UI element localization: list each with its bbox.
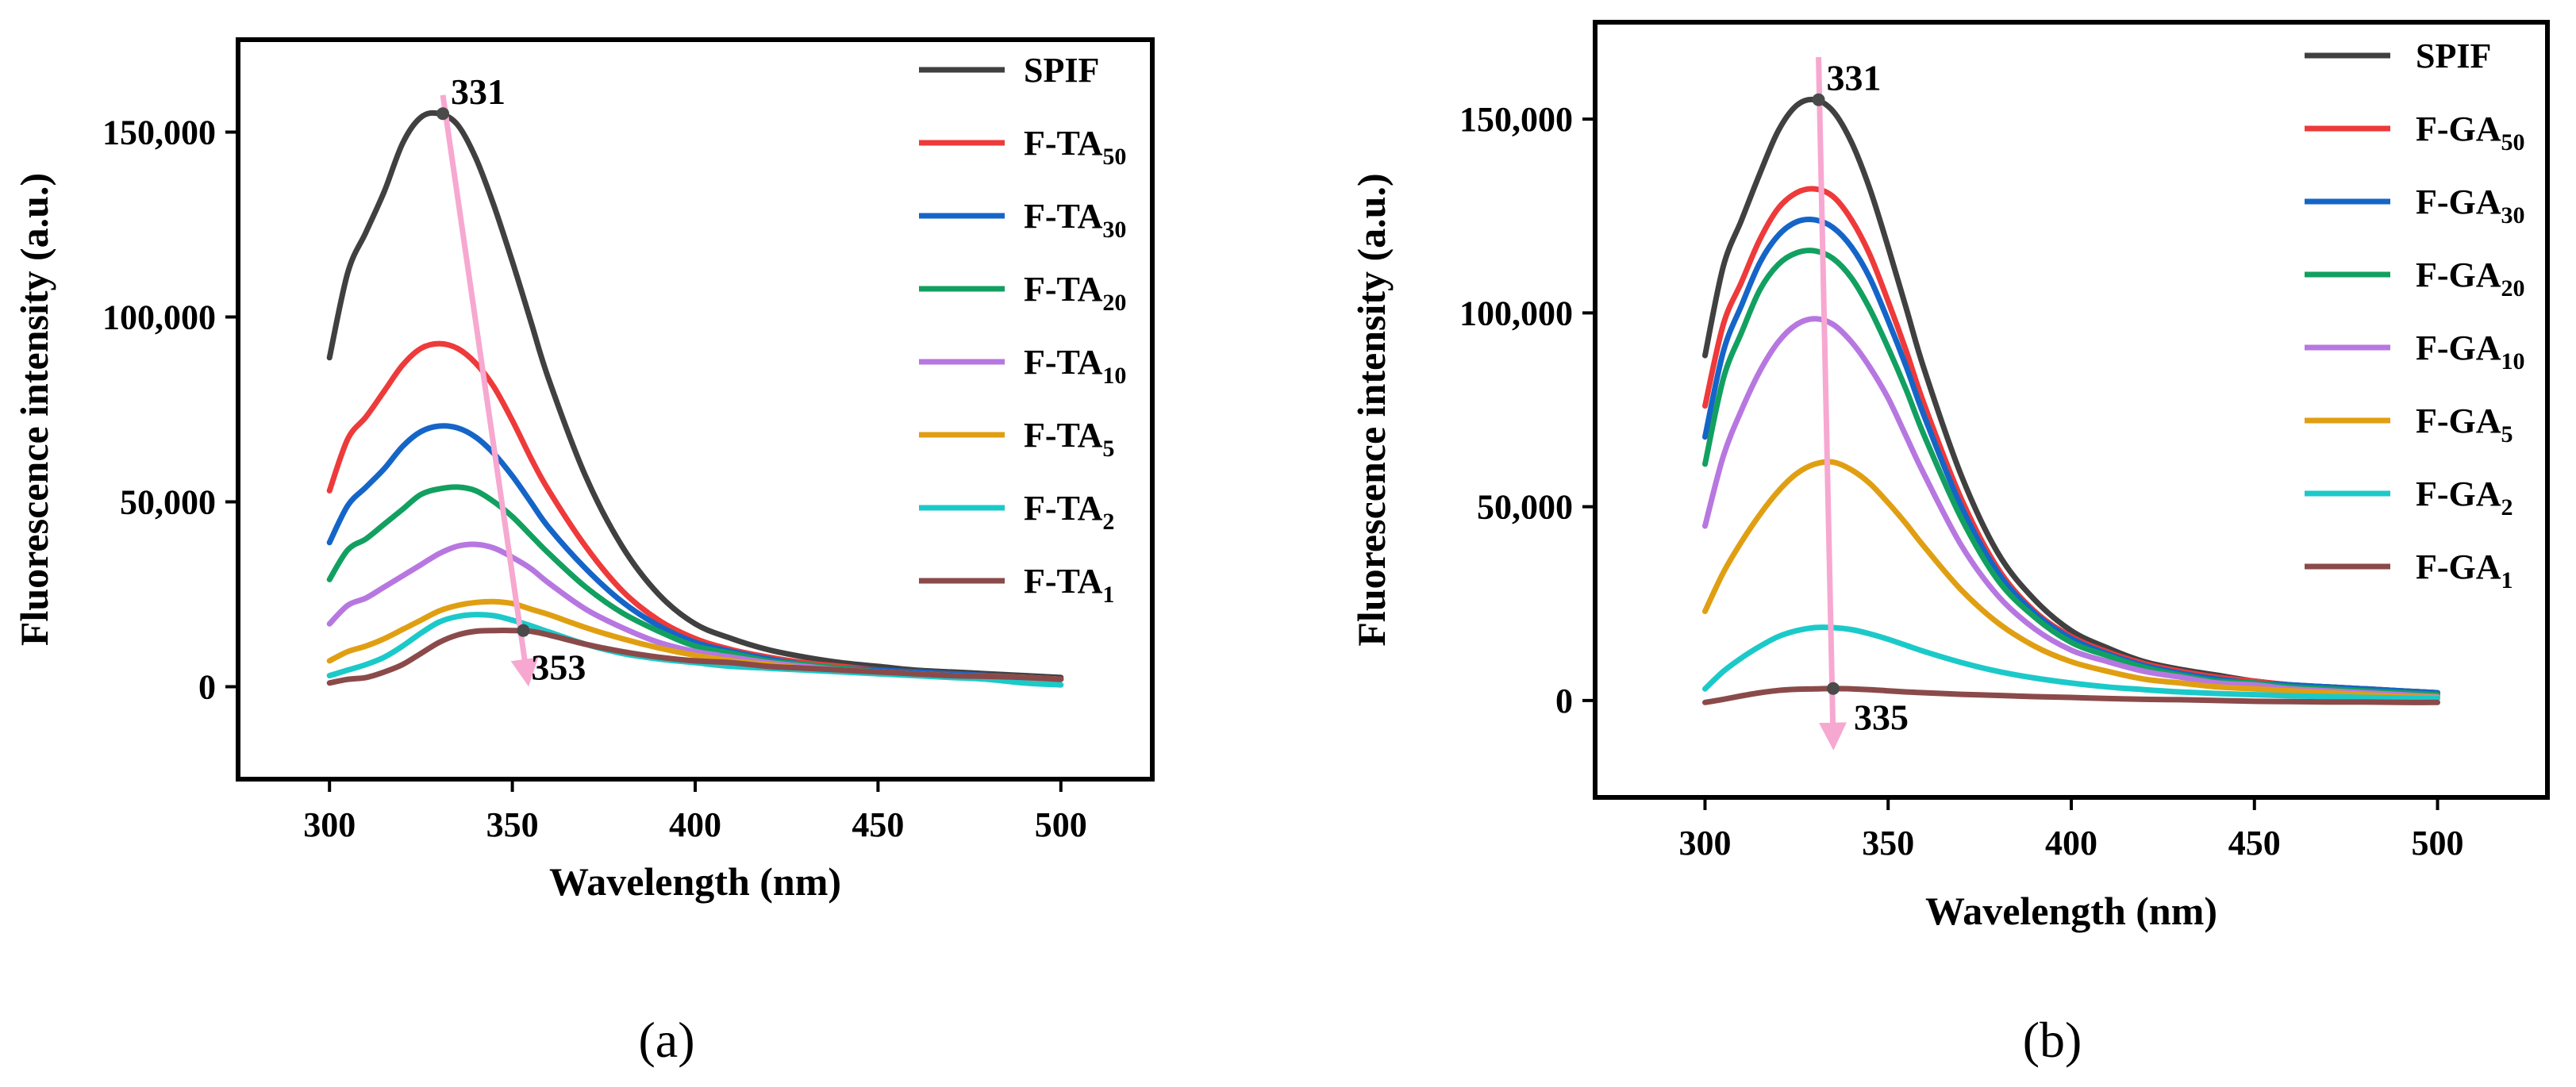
- y-axis-title: Fluorescence intensity (a.u.): [1349, 173, 1394, 646]
- y-tick-label: 100,000: [1459, 294, 1573, 332]
- peak-label: 353: [531, 647, 586, 688]
- peak-marker: [1827, 682, 1840, 695]
- y-tick-label: 150,000: [102, 113, 216, 152]
- y-tick-label: 50,000: [120, 483, 216, 522]
- series-line-f-ga30: [1702, 216, 2440, 696]
- shift-arrow: [1816, 56, 1847, 751]
- series-line-spif: [326, 109, 1064, 681]
- legend-entry-spif: SPIF: [2416, 36, 2491, 75]
- x-tick-label: 300: [303, 805, 356, 844]
- x-tick-label: 450: [852, 805, 904, 844]
- series-line-f-ta50: [326, 340, 1064, 682]
- y-tick-label: 100,000: [102, 298, 216, 337]
- legend-entry-f-ta1: F-TA1: [1024, 562, 1114, 608]
- plot-frame: [236, 37, 1155, 782]
- y-tick-label: 150,000: [1459, 100, 1573, 139]
- x-tick-label: 350: [486, 805, 539, 844]
- peak-label: 335: [1854, 697, 1909, 738]
- x-tick-label: 500: [1035, 805, 1087, 844]
- series-line-f-ga2: [1702, 624, 2440, 701]
- x-tick-label: 450: [2228, 824, 2281, 862]
- peak-label: 331: [1827, 58, 1882, 98]
- peak-marker: [1812, 93, 1825, 106]
- panel-b: 300 350 400 450 500 0 50,000 100,000 150,000 Wave…: [1349, 20, 2550, 1068]
- legend-entry-f-ga2: F-GA2: [2416, 474, 2513, 520]
- peak-marker: [517, 624, 530, 637]
- y-tick-label: 50,000: [1477, 488, 1573, 527]
- legend-entry-f-ta5: F-TA5: [1024, 416, 1114, 462]
- y-tick-label: 0: [1555, 682, 1573, 720]
- legend-entry-spif: SPIF: [1024, 51, 1099, 90]
- series-line-f-ta1: [326, 628, 1064, 686]
- x-axis-title: Wavelength (nm): [1925, 889, 2217, 933]
- x-tick-label: 400: [2045, 824, 2097, 862]
- legend-entry-f-ta10: F-TA10: [1024, 343, 1126, 389]
- series-line-f-ga50: [1702, 186, 2440, 696]
- series-line-f-ga5: [1702, 459, 2440, 701]
- legend-entry-f-ga1: F-GA1: [2416, 547, 2513, 593]
- legend-entry-f-ga5: F-GA5: [2416, 401, 2513, 447]
- peak-label: 331: [451, 71, 506, 112]
- panel-a: 300 350 400 450 500 0 50,000 100,000 150,000 Wave…: [12, 37, 1155, 1068]
- y-axis-title: Fluorescence intensity (a.u.): [12, 173, 56, 646]
- legend-entry-f-ta50: F-TA50: [1024, 124, 1126, 170]
- x-tick-label: 350: [1862, 824, 1914, 862]
- x-tick-label: 400: [669, 805, 721, 844]
- legend-entry-f-ga20: F-GA20: [2416, 255, 2525, 302]
- legend-entry-f-ga50: F-GA50: [2416, 109, 2525, 156]
- series-line-f-ga1: [1702, 686, 2440, 705]
- x-tick-label: 500: [2412, 824, 2464, 862]
- shift-arrow: [440, 94, 539, 687]
- legend-entry-f-ga10: F-GA10: [2416, 328, 2525, 374]
- legend-entry-f-ta20: F-TA20: [1024, 270, 1126, 316]
- x-axis-title: Wavelength (nm): [549, 859, 841, 904]
- x-tick-label: 300: [1678, 824, 1731, 862]
- legend-entry-f-ta30: F-TA30: [1024, 197, 1126, 243]
- legend-entry-f-ga30: F-GA30: [2416, 182, 2525, 229]
- legend-entry-f-ta2: F-TA2: [1024, 489, 1114, 535]
- peak-marker: [436, 107, 450, 121]
- y-tick-label: 0: [198, 668, 216, 707]
- panel-label: (b): [2023, 1012, 2082, 1068]
- panel-label: (a): [638, 1012, 694, 1068]
